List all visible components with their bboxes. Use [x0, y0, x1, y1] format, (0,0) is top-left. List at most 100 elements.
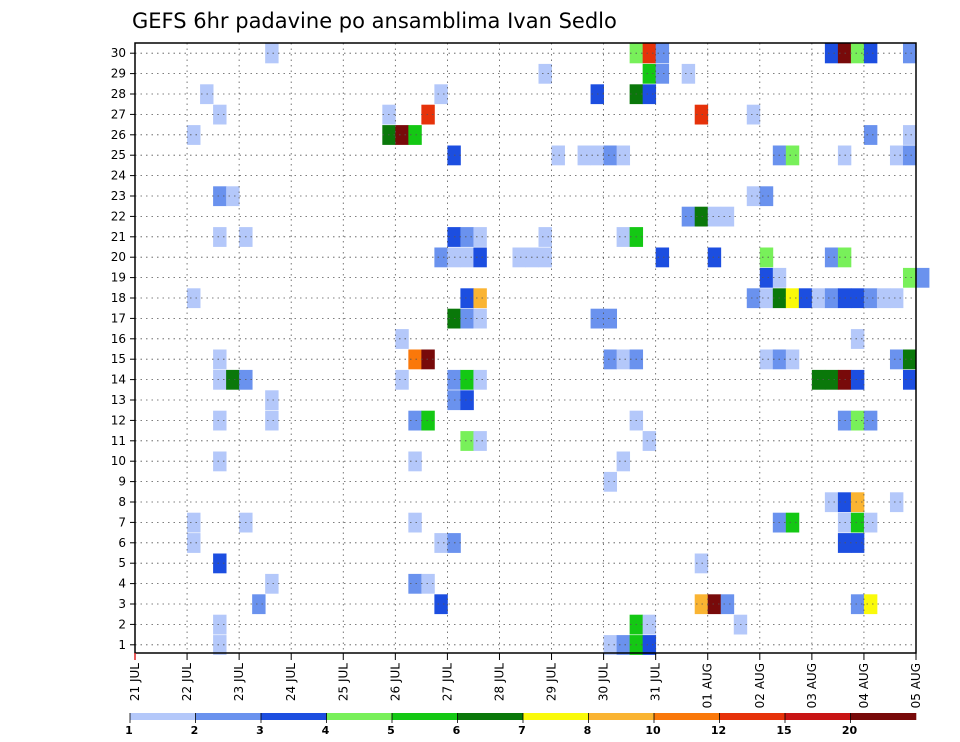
precip-cell	[460, 288, 474, 309]
precip-cell	[811, 369, 826, 390]
legend-swatch	[392, 713, 458, 720]
precip-cell	[408, 451, 422, 472]
precip-cell	[902, 369, 917, 390]
precip-cell	[213, 410, 227, 431]
precip-cell	[408, 573, 422, 594]
precip-cell	[460, 227, 474, 247]
precip-cell	[707, 206, 722, 227]
precip-cell	[889, 145, 904, 166]
precip-cell	[421, 349, 435, 370]
precip-cell	[616, 145, 631, 166]
precip-cell	[850, 533, 865, 553]
precip-cell	[616, 227, 631, 247]
precip-cell	[681, 63, 696, 84]
precip-cell	[863, 288, 878, 309]
precip-cell	[213, 369, 227, 390]
y-tick-label: 3	[118, 597, 126, 611]
precip-cell	[434, 594, 448, 615]
precip-cell	[408, 410, 422, 431]
precip-cell	[512, 247, 526, 268]
y-tick-label: 22	[111, 209, 126, 223]
precip-cell	[785, 349, 800, 370]
x-tick-label: 30 JUL	[597, 663, 611, 701]
precip-cell	[746, 104, 761, 125]
precip-cell	[824, 369, 839, 390]
precip-cell	[655, 63, 670, 84]
chart-title: GEFS 6hr padavine po ansamblima Ivan Sed…	[132, 9, 617, 33]
precip-cell	[187, 125, 201, 145]
precip-cell	[902, 267, 917, 288]
precip-cell	[902, 145, 917, 166]
precip-cell	[759, 186, 774, 207]
precip-cell	[850, 369, 865, 390]
precip-cell	[265, 390, 279, 411]
x-tick-label: 26 JUL	[388, 663, 402, 701]
precip-cell	[538, 63, 552, 84]
y-tick-label: 9	[118, 475, 126, 489]
precip-cell	[824, 43, 839, 64]
x-tick-label: 24 JUL	[284, 663, 298, 701]
precip-cell	[642, 431, 657, 451]
precip-cell	[720, 206, 735, 227]
y-tick-label: 11	[111, 434, 126, 448]
precip-cell	[213, 614, 227, 635]
plot-frame	[134, 42, 917, 654]
y-tick-label: 4	[118, 577, 126, 591]
y-tick-label: 26	[111, 128, 126, 142]
precip-cell	[616, 349, 631, 370]
precip-cell	[850, 288, 865, 309]
precip-cell	[551, 145, 565, 166]
precip-cell	[252, 594, 266, 615]
legend-label: 12	[711, 724, 726, 737]
y-tick-label: 20	[111, 250, 126, 264]
precip-cell	[603, 635, 618, 655]
precip-cell	[850, 410, 865, 431]
precip-cell	[603, 471, 618, 492]
x-tick-label: 22 JUL	[180, 663, 194, 701]
precip-cell	[603, 145, 618, 166]
y-tick-label: 30	[111, 46, 126, 60]
y-tick-label: 28	[111, 87, 126, 101]
precip-cell	[473, 431, 487, 451]
y-tick-label: 14	[111, 373, 126, 387]
precip-cell	[759, 247, 774, 268]
precip-cell	[265, 43, 279, 64]
precip-cell	[421, 104, 435, 125]
precip-cell	[538, 227, 552, 247]
precip-cell	[746, 288, 761, 309]
precip-cell	[473, 288, 487, 309]
precip-cell	[187, 512, 201, 533]
precip-cell	[746, 186, 761, 207]
x-tick-label: 25 JUL	[336, 663, 350, 701]
legend-label: 10	[645, 724, 661, 737]
precip-cell	[473, 247, 487, 268]
precip-cell	[655, 247, 670, 268]
precip-cell	[538, 247, 552, 268]
precip-cell	[408, 125, 422, 145]
precip-cell	[213, 349, 227, 370]
precip-cell	[694, 206, 709, 227]
precip-cell	[785, 288, 800, 309]
precip-cell	[226, 369, 240, 390]
precip-cell	[642, 614, 657, 635]
y-tick-label: 18	[111, 291, 126, 305]
legend-label: 7	[518, 724, 526, 737]
precip-cell	[616, 451, 631, 472]
legend-label: 2	[191, 724, 199, 737]
x-tick-label: 05 AUG	[909, 663, 923, 708]
x-axis: 21 JUL 22 JUL 23 JUL 24 JUL 25 JUL 26 JUL 27 J…	[128, 653, 923, 708]
precip-cell	[603, 349, 618, 370]
precip-cell	[889, 288, 904, 309]
x-tick-label: 28 JUL	[492, 663, 506, 701]
precip-cell	[694, 553, 709, 574]
precip-cell	[460, 390, 474, 411]
precip-cell	[681, 206, 696, 227]
legend-label: 6	[453, 724, 461, 737]
y-tick-label: 13	[111, 393, 126, 407]
precip-cell	[460, 431, 474, 451]
y-tick-label: 8	[118, 495, 126, 509]
precip-cell	[460, 247, 474, 268]
precip-cell	[863, 594, 878, 615]
y-tick-label: 25	[111, 148, 126, 162]
precip-cell	[408, 349, 422, 370]
